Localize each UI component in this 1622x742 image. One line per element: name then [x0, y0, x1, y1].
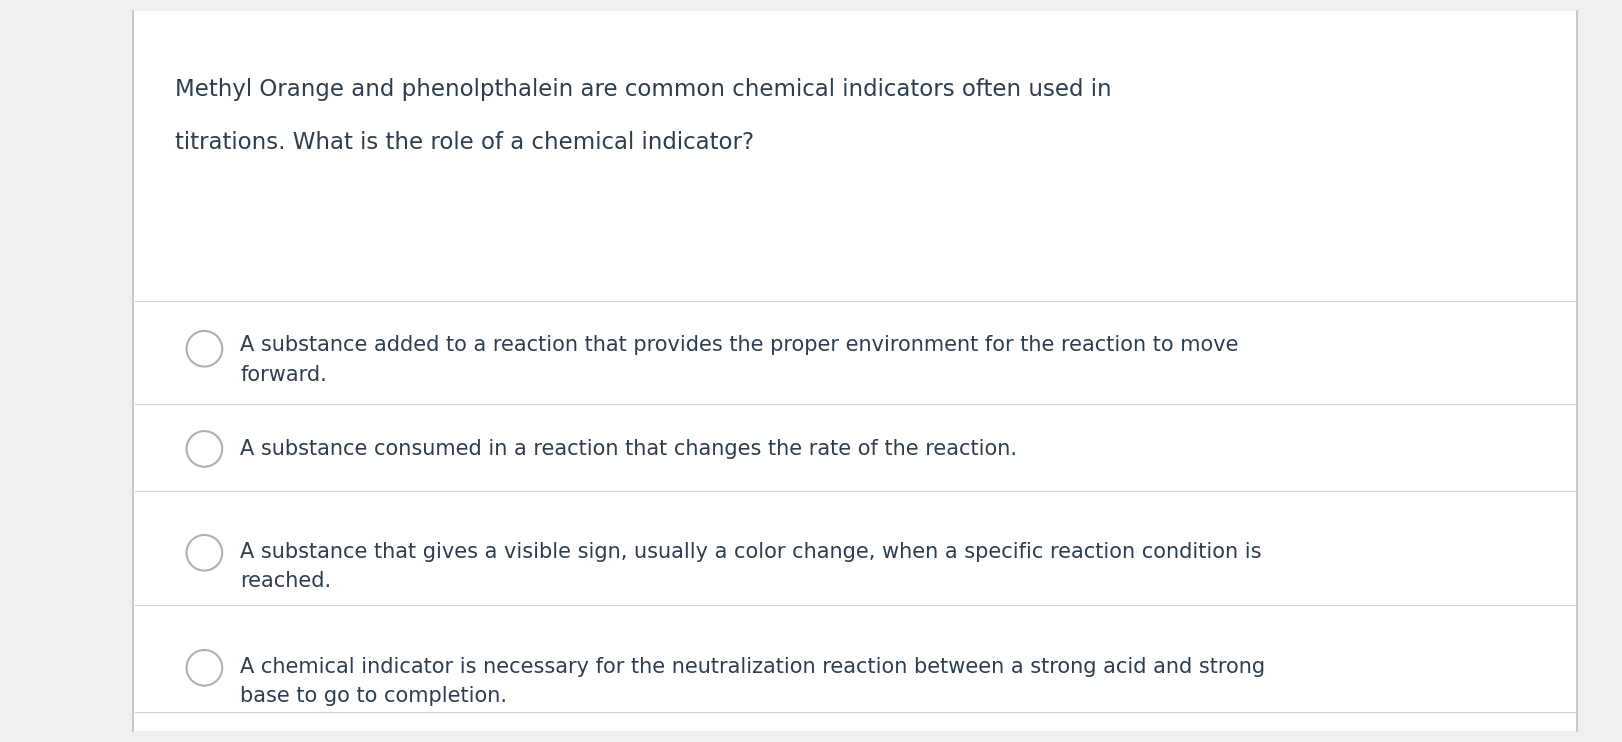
- Text: A substance consumed in a reaction that changes the rate of the reaction.: A substance consumed in a reaction that …: [240, 439, 1017, 459]
- Text: A chemical indicator is necessary for the neutralization reaction between a stro: A chemical indicator is necessary for th…: [240, 657, 1265, 706]
- FancyBboxPatch shape: [133, 11, 1577, 731]
- Text: titrations. What is the role of a chemical indicator?: titrations. What is the role of a chemic…: [175, 131, 754, 154]
- Text: A substance added to a reaction that provides the proper environment for the rea: A substance added to a reaction that pro…: [240, 335, 1239, 385]
- Text: A substance that gives a visible sign, usually a color change, when a specific r: A substance that gives a visible sign, u…: [240, 542, 1262, 591]
- Text: Methyl Orange and phenolpthalein are common chemical indicators often used in: Methyl Orange and phenolpthalein are com…: [175, 78, 1111, 101]
